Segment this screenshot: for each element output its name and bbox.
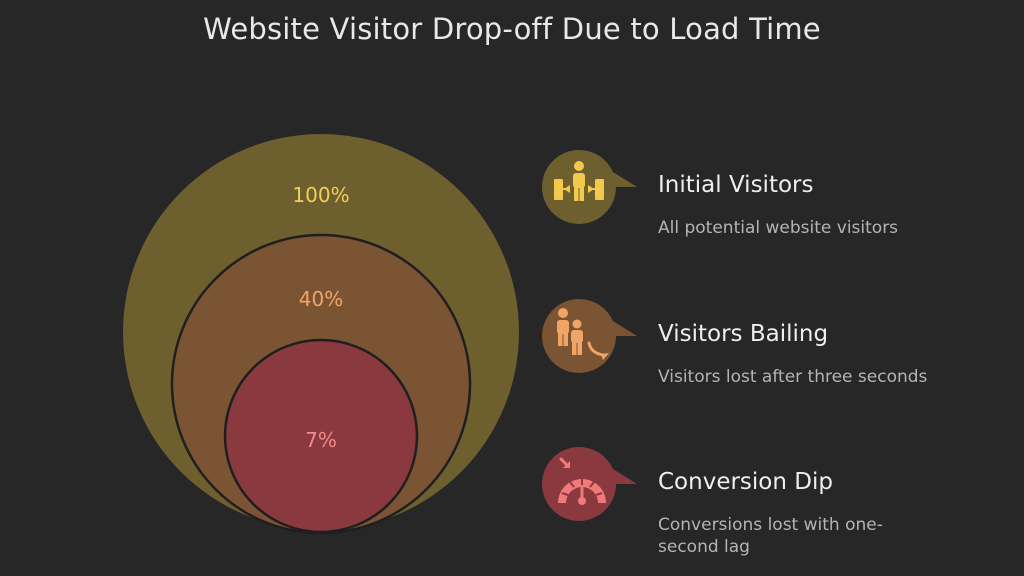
ring-middle-label: 40% (299, 287, 343, 311)
page-title: Website Visitor Drop-off Due to Load Tim… (203, 12, 821, 46)
item-heading: Initial Visitors (658, 172, 814, 198)
legend-item-visitors-bailing: Visitors Bailing Visitors lost after thr… (537, 297, 997, 407)
item-description: Visitors lost after three seconds (658, 367, 928, 387)
speedometer-icon (542, 446, 637, 521)
item-description: All potential website visitors (658, 218, 899, 238)
item-heading: Visitors Bailing (658, 321, 829, 347)
item-description: Conversions lost with one-second lag (658, 515, 883, 557)
ring-inner-label: 7% (305, 428, 337, 452)
ring-outer-label: 100% (292, 183, 349, 207)
ring-inner (223, 338, 419, 534)
legend-item-initial-visitors: Initial Visitors All potential website v… (537, 148, 997, 258)
people-doors-icon (542, 149, 637, 224)
legend-item-conversion-dip: Conversion Dip Conversions lost with one… (537, 445, 997, 565)
item-heading: Conversion Dip (658, 469, 833, 495)
people-leaving-icon (542, 298, 637, 373)
